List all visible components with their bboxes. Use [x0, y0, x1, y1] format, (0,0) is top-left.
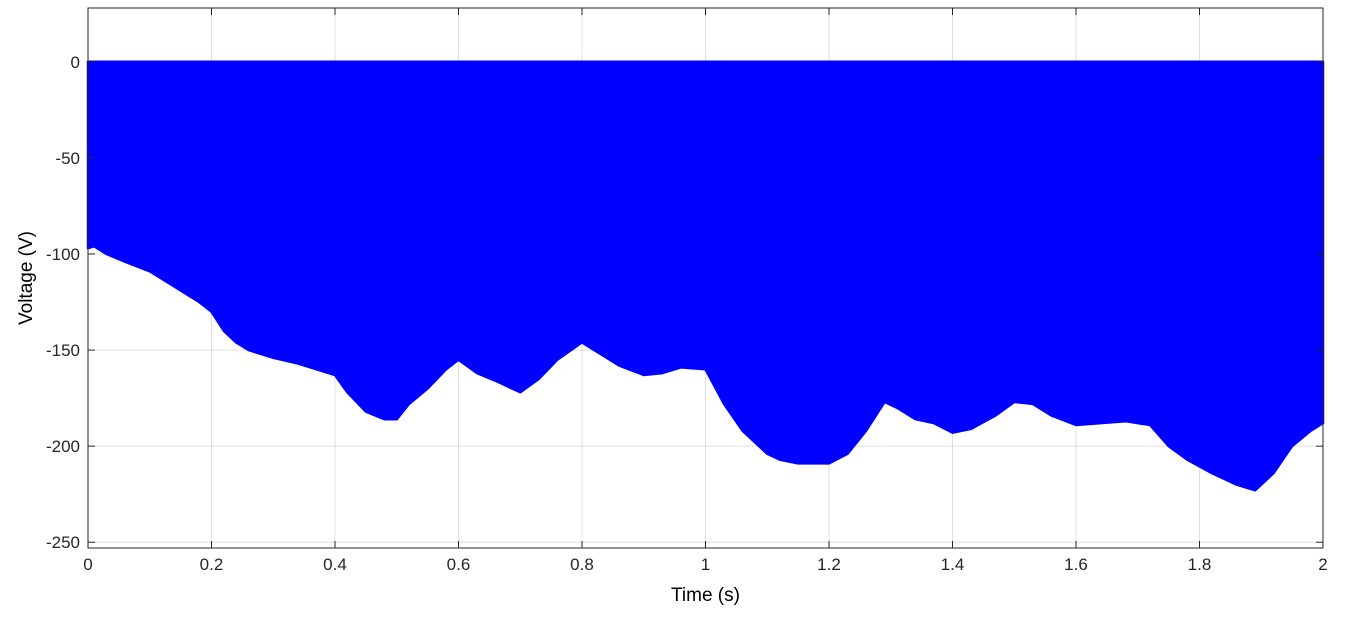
y-tick-label: -100: [46, 245, 80, 264]
ticks: [87, 8, 1324, 548]
x-tick-label: 0.2: [200, 555, 224, 574]
x-tick-label: 0.6: [447, 555, 471, 574]
x-tick-label: 1.6: [1064, 555, 1088, 574]
x-tick-label: 0.4: [323, 555, 347, 574]
x-tick-label: 1: [701, 555, 710, 574]
series-layer: [86, 60, 1325, 492]
x-tick-labels: 0 0.2 0.4 0.6 0.8 1 1.2 1.4 1.6 1.8 2: [83, 555, 1327, 574]
x-tick-label: 1.4: [941, 555, 965, 574]
y-tick-labels: 0 -50 -100 -150 -200 -250: [46, 53, 80, 552]
x-axis-title: Time (s): [671, 585, 740, 606]
y-tick-label: -50: [55, 149, 80, 168]
y-tick-label: -250: [46, 533, 80, 552]
x-tick-label: 2: [1318, 555, 1327, 574]
y-tick-label: -150: [46, 341, 80, 360]
series-0-band: [86, 60, 1325, 492]
x-tick-label: 0: [83, 555, 92, 574]
x-tick-label: 1.2: [817, 555, 841, 574]
y-axis-title: Voltage (V): [16, 231, 37, 325]
x-tick-label: 0.8: [570, 555, 594, 574]
y-tick-label: -200: [46, 437, 80, 456]
x-tick-label: 1.8: [1188, 555, 1212, 574]
y-tick-label: 0: [71, 53, 80, 72]
